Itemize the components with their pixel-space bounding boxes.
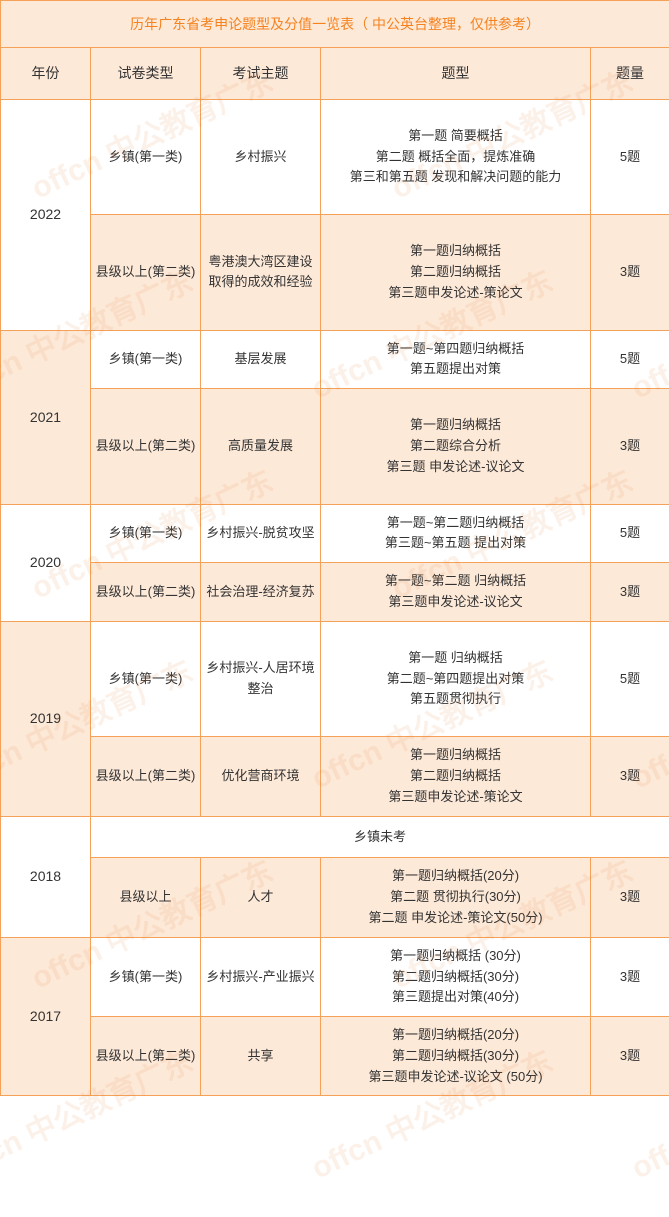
type-cell: 县级以上(第二类) <box>91 563 201 622</box>
qform-cell: 第一题 归纳概括 第二题~第四题提出对策 第五题贯彻执行 <box>321 621 591 736</box>
year-cell: 2022 <box>1 99 91 330</box>
table-row: 2018乡镇未考 <box>1 816 669 858</box>
type-cell: 县级以上(第二类) <box>91 1017 201 1096</box>
count-cell: 5题 <box>591 504 669 563</box>
count-cell: 3题 <box>591 215 669 330</box>
count-cell: 3题 <box>591 858 669 937</box>
type-cell: 县级以上(第二类) <box>91 389 201 504</box>
table-row: 县级以上(第二类)社会治理-经济复苏第一题~第二题 归纳概括 第三题申发论述-议… <box>1 563 669 622</box>
theme-cell: 乡村振兴-脱贫攻坚 <box>201 504 321 563</box>
year-cell: 2019 <box>1 621 91 816</box>
table-row: 县级以上人才第一题归纳概括(20分) 第二题 贯彻执行(30分) 第二题 申发论… <box>1 858 669 937</box>
table-row: 县级以上(第二类)优化营商环境第一题归纳概括 第二题归纳概括 第三题申发论述-策… <box>1 737 669 816</box>
table-row: 2017乡镇(第一类)乡村振兴-产业振兴第一题归纳概括 (30分) 第二题归纳概… <box>1 937 669 1016</box>
qform-cell: 第一题~第四题归纳概括 第五题提出对策 <box>321 330 591 389</box>
table-row: 2022乡镇(第一类)乡村振兴第一题 简要概括 第二题 概括全面，提炼准确 第三… <box>1 99 669 214</box>
table-row: 县级以上(第二类)粤港澳大湾区建设取得的成效和经验第一题归纳概括 第二题归纳概括… <box>1 215 669 330</box>
table-row: 县级以上(第二类)共享第一题归纳概括(20分) 第二题归纳概括(30分) 第三题… <box>1 1017 669 1096</box>
qform-cell: 第一题归纳概括 第二题归纳概括 第三题申发论述-策论文 <box>321 215 591 330</box>
theme-cell: 共享 <box>201 1017 321 1096</box>
theme-cell: 乡村振兴-产业振兴 <box>201 937 321 1016</box>
header-count: 题量 <box>591 48 669 99</box>
count-cell: 3题 <box>591 937 669 1016</box>
type-cell: 乡镇(第一类) <box>91 937 201 1016</box>
theme-cell: 基层发展 <box>201 330 321 389</box>
count-cell: 5题 <box>591 99 669 214</box>
count-cell: 5题 <box>591 330 669 389</box>
qform-cell: 第一题~第二题 归纳概括 第三题申发论述-议论文 <box>321 563 591 622</box>
count-cell: 3题 <box>591 389 669 504</box>
type-cell: 县级以上(第二类) <box>91 215 201 330</box>
year-cell: 2017 <box>1 937 91 1096</box>
qform-cell: 第一题 简要概括 第二题 概括全面，提炼准确 第三和第五题 发现和解决问题的能力 <box>321 99 591 214</box>
table-title: 历年广东省考申论题型及分值一览表（ 中公英台整理，仅供参考） <box>1 1 669 48</box>
qform-cell: 第一题归纳概括 第二题综合分析 第三题 申发论述-议论文 <box>321 389 591 504</box>
year-cell: 2021 <box>1 330 91 504</box>
count-cell: 5题 <box>591 621 669 736</box>
year-cell: 2020 <box>1 504 91 621</box>
table-row: 2019乡镇(第一类)乡村振兴-人居环境整治第一题 归纳概括 第二题~第四题提出… <box>1 621 669 736</box>
table-row: 2021乡镇(第一类)基层发展第一题~第四题归纳概括 第五题提出对策5题 <box>1 330 669 389</box>
qform-cell: 第一题归纳概括 第二题归纳概括 第三题申发论述-策论文 <box>321 737 591 816</box>
note-cell: 乡镇未考 <box>91 816 669 858</box>
type-cell: 县级以上 <box>91 858 201 937</box>
table-row: 2020乡镇(第一类)乡村振兴-脱贫攻坚第一题~第二题归纳概括 第三题~第五题 … <box>1 504 669 563</box>
header-type: 试卷类型 <box>91 48 201 99</box>
theme-cell: 优化营商环境 <box>201 737 321 816</box>
type-cell: 乡镇(第一类) <box>91 330 201 389</box>
table-container: 历年广东省考申论题型及分值一览表（ 中公英台整理，仅供参考）年份试卷类型考试主题… <box>0 0 669 1096</box>
theme-cell: 人才 <box>201 858 321 937</box>
theme-cell: 乡村振兴 <box>201 99 321 214</box>
exam-table: 历年广东省考申论题型及分值一览表（ 中公英台整理，仅供参考）年份试卷类型考试主题… <box>0 0 669 1096</box>
qform-cell: 第一题归纳概括(20分) 第二题 贯彻执行(30分) 第二题 申发论述-策论文(… <box>321 858 591 937</box>
theme-cell: 高质量发展 <box>201 389 321 504</box>
qform-cell: 第一题归纳概括 (30分) 第二题归纳概括(30分) 第三题提出对策(40分) <box>321 937 591 1016</box>
count-cell: 3题 <box>591 737 669 816</box>
qform-cell: 第一题归纳概括(20分) 第二题归纳概括(30分) 第三题申发论述-议论文 (5… <box>321 1017 591 1096</box>
theme-cell: 乡村振兴-人居环境整治 <box>201 621 321 736</box>
table-row: 县级以上(第二类)高质量发展第一题归纳概括 第二题综合分析 第三题 申发论述-议… <box>1 389 669 504</box>
count-cell: 3题 <box>591 1017 669 1096</box>
year-cell: 2018 <box>1 816 91 937</box>
type-cell: 乡镇(第一类) <box>91 99 201 214</box>
theme-cell: 粤港澳大湾区建设取得的成效和经验 <box>201 215 321 330</box>
type-cell: 乡镇(第一类) <box>91 621 201 736</box>
count-cell: 3题 <box>591 563 669 622</box>
qform-cell: 第一题~第二题归纳概括 第三题~第五题 提出对策 <box>321 504 591 563</box>
type-cell: 县级以上(第二类) <box>91 737 201 816</box>
header-year: 年份 <box>1 48 91 99</box>
header-qform: 题型 <box>321 48 591 99</box>
header-theme: 考试主题 <box>201 48 321 99</box>
theme-cell: 社会治理-经济复苏 <box>201 563 321 622</box>
type-cell: 乡镇(第一类) <box>91 504 201 563</box>
